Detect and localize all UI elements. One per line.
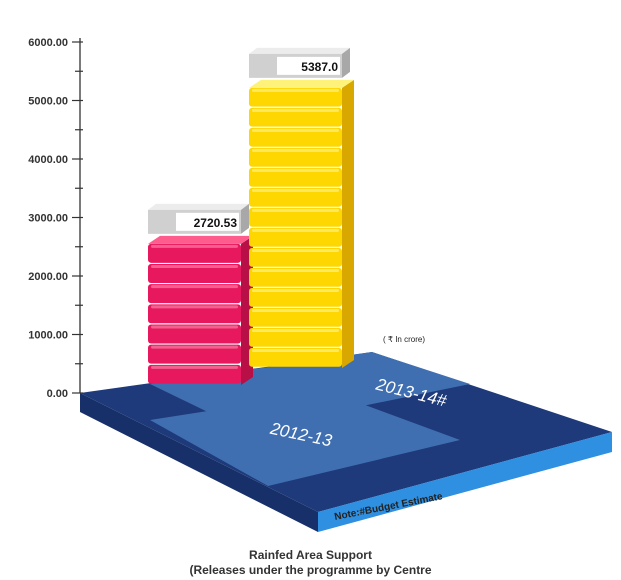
bar-slab-highlight [252,188,339,192]
y-tick-label: 4000.00 [28,154,68,166]
bar-slab [249,327,342,347]
bar-slab-highlight [252,108,339,112]
bar-slab-highlight [252,308,339,312]
bar-slab [249,227,342,247]
bar-2013-14# [249,79,354,368]
bars [148,79,354,385]
bar-slab-highlight [252,88,339,92]
bar-slab [249,167,342,187]
y-axis: 0.00 1000.00 2000.00 3000.00 4000.00 5000.00 6… [28,37,83,400]
bar-slab-highlight [151,285,238,289]
bar-slab [148,364,241,384]
chart-title: Rainfed Area Support [249,548,372,562]
value-label: 2720.53 [194,216,238,230]
bar-slab [249,307,342,327]
bar-top [148,235,253,244]
bar-slab-highlight [252,168,339,172]
y-tick-label: 1000.00 [28,330,68,342]
value-box-face [277,56,340,75]
floor-platform [80,352,612,532]
value-box-top [148,203,249,210]
bar-slab-highlight [252,288,339,292]
floor-front-side [318,432,612,532]
value-box-face [176,212,239,231]
bar-slab-highlight [151,365,238,369]
value-box-side [241,203,249,234]
bar-slab-highlight [252,228,339,232]
y-tick-label: 3000.00 [28,213,68,225]
bar-slab-highlight [151,265,238,269]
value-box-top [249,47,350,54]
bar-slab-highlight [252,268,339,272]
bar-slab [249,147,342,167]
bar-slab [249,187,342,207]
bar-slab-highlight [252,328,339,332]
bar-slab [249,87,342,107]
bar-slab [148,304,241,324]
bar-slab-highlight [252,208,339,212]
floor-band-2012-13 [150,392,460,486]
bar-slab-highlight [151,305,238,309]
bar-slab [249,127,342,147]
bar-slab-highlight [151,244,238,248]
bar-slab-highlight [151,325,238,329]
chart-subtitle: (Releases under the programme by Centre [189,563,432,577]
y-tick-label: 5000.00 [28,96,68,108]
bar-slab-highlight [252,248,339,252]
bar-2012-13 [148,235,253,385]
bar-side [342,79,354,368]
bar-slab [249,287,342,307]
bar-slab [148,324,241,344]
bar-slab-highlight [151,345,238,349]
bar-slab-highlight [252,348,339,352]
y-tick-label: 6000.00 [28,37,68,49]
bar-slab-highlight [252,128,339,132]
bar-slab [249,247,342,267]
bar-slab [148,344,241,364]
bar-slab [249,267,342,287]
bar-top [249,79,354,88]
bar-slab [249,347,342,367]
value-label: 5387.0 [301,60,338,74]
bar-slab [249,107,342,127]
bar-slab [148,243,241,263]
unit-note: ( ₹ In crore) [383,335,425,344]
y-tick-label: 2000.00 [28,271,68,283]
value-box-side [342,47,350,78]
bar-slab [148,264,241,283]
bar-slab [249,207,342,227]
y-tick-label: 0.00 [47,388,68,400]
bar-slab [148,284,241,304]
floor-left-side [80,393,318,532]
bar-slab-highlight [252,148,339,152]
